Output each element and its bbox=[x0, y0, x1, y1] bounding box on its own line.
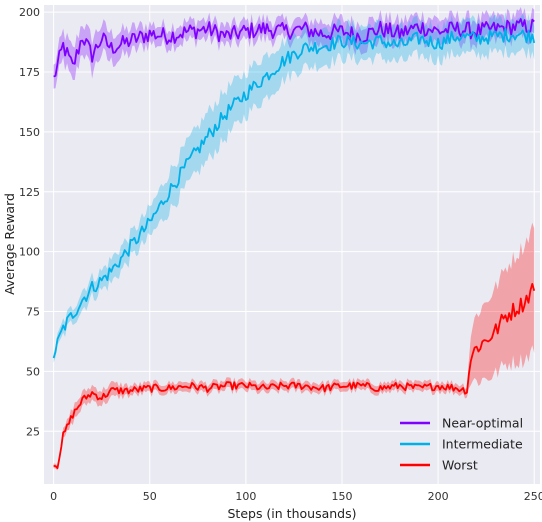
legend: Near-optimal Intermediate Worst bbox=[400, 416, 523, 473]
x-axis-label: Steps (in thousands) bbox=[227, 506, 356, 521]
y-tick-labels: 25 50 75 100 125 150 175 200 bbox=[19, 6, 40, 438]
legend-label: Intermediate bbox=[442, 437, 523, 452]
legend-label: Worst bbox=[442, 458, 478, 473]
x-tick-labels: 0 50 100 150 200 250 bbox=[50, 490, 542, 503]
x-tick-label: 150 bbox=[331, 490, 352, 503]
series-lines bbox=[52, 18, 536, 470]
y-axis-label: Average Reward bbox=[2, 193, 17, 295]
y-tick-label: 100 bbox=[19, 246, 40, 259]
band-intermediate bbox=[53, 11, 535, 363]
line-intermediate bbox=[52, 27, 536, 359]
line-near-optimal bbox=[53, 18, 535, 78]
y-tick-label: 125 bbox=[19, 186, 40, 199]
line-worst bbox=[53, 282, 536, 470]
y-tick-label: 25 bbox=[26, 425, 40, 438]
x-tick-label: 100 bbox=[235, 490, 256, 503]
y-tick-label: 200 bbox=[19, 6, 40, 19]
grid-lines bbox=[44, 5, 540, 484]
y-tick-label: 150 bbox=[19, 126, 40, 139]
plot-background bbox=[44, 5, 540, 484]
x-tick-label: 0 bbox=[50, 490, 57, 503]
x-tick-label: 200 bbox=[428, 490, 449, 503]
x-tick-label: 50 bbox=[143, 490, 157, 503]
y-tick-label: 75 bbox=[26, 306, 40, 319]
x-tick-label: 250 bbox=[524, 490, 542, 503]
y-tick-label: 50 bbox=[26, 365, 40, 378]
y-tick-label: 175 bbox=[19, 66, 40, 79]
legend-label: Near-optimal bbox=[442, 416, 523, 431]
